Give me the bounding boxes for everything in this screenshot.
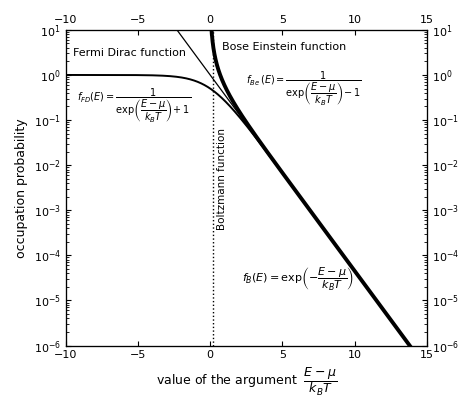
Text: $f_{Be}\,(E)=\dfrac{1}{\exp\!\left(\dfrac{E-\mu}{k_BT}\right)\!-1}$: $f_{Be}\,(E)=\dfrac{1}{\exp\!\left(\dfra… — [246, 70, 362, 108]
Y-axis label: occupation probability: occupation probability — [15, 118, 28, 258]
Text: Fermi Dirac function: Fermi Dirac function — [73, 48, 186, 58]
Text: Bose Einstein function: Bose Einstein function — [222, 42, 346, 52]
Text: $f_B(E)=\exp\!\left(-\dfrac{E-\mu}{k_BT}\right)$: $f_B(E)=\exp\!\left(-\dfrac{E-\mu}{k_BT}… — [242, 265, 354, 292]
Text: $f_{FD}(E)=\dfrac{1}{\exp\!\left(\dfrac{E-\mu}{k_BT}\right)\!+1}$: $f_{FD}(E)=\dfrac{1}{\exp\!\left(\dfrac{… — [77, 87, 191, 125]
X-axis label: value of the argument  $\dfrac{E-\mu}{k_BT}$: value of the argument $\dfrac{E-\mu}{k_B… — [156, 366, 337, 398]
Text: Boltzmann function: Boltzmann function — [217, 128, 227, 230]
